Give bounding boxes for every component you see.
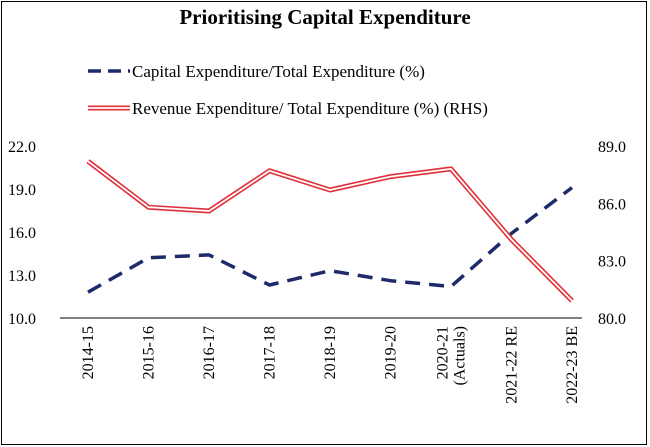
series-layer [86,159,574,303]
legend: Capital Expenditure/Total Expenditure (%… [88,62,488,118]
category-label: 2022-23 BE [564,326,581,404]
category-label: 2018-19 [322,326,339,379]
category-label: 2015-16 [141,326,158,379]
right-tick-label: 86.0 [598,196,626,213]
left-tick-label: 16.0 [8,225,36,242]
series-line-revenue [86,159,574,303]
chart-title: Prioritising Capital Expenditure [179,5,470,29]
category-label: 2014-15 [80,326,97,379]
legend-label-capital: Capital Expenditure/Total Expenditure (%… [132,62,425,81]
left-axis-ticks: 22.0 19.0 16.0 13.0 10.0 [8,139,36,328]
category-label: 2020-21 [435,326,452,379]
category-labels: 2014-15 2015-16 2016-17 2017-18 2018-19 2019-… [80,326,581,404]
right-axis-ticks: 89.0 86.0 83.0 80.0 [598,139,626,328]
series-line-capital [87,186,574,294]
series-line-revenue-inner [87,160,573,302]
right-tick-label: 89.0 [598,139,626,156]
category-label: 2019-20 [383,326,400,379]
left-tick-label: 19.0 [8,182,36,199]
category-label: (Actuals) [452,326,469,386]
legend-label-revenue: Revenue Expenditure/ Total Expenditure (… [132,99,488,118]
left-tick-label: 13.0 [8,268,36,285]
category-label: 2016-17 [201,326,218,379]
category-label: 2017-18 [262,326,279,379]
left-tick-label: 22.0 [8,139,36,156]
right-tick-label: 83.0 [598,254,626,271]
category-label: 2021-22 RE [504,326,521,404]
left-tick-label: 10.0 [8,311,36,328]
right-tick-label: 80.0 [598,311,626,328]
